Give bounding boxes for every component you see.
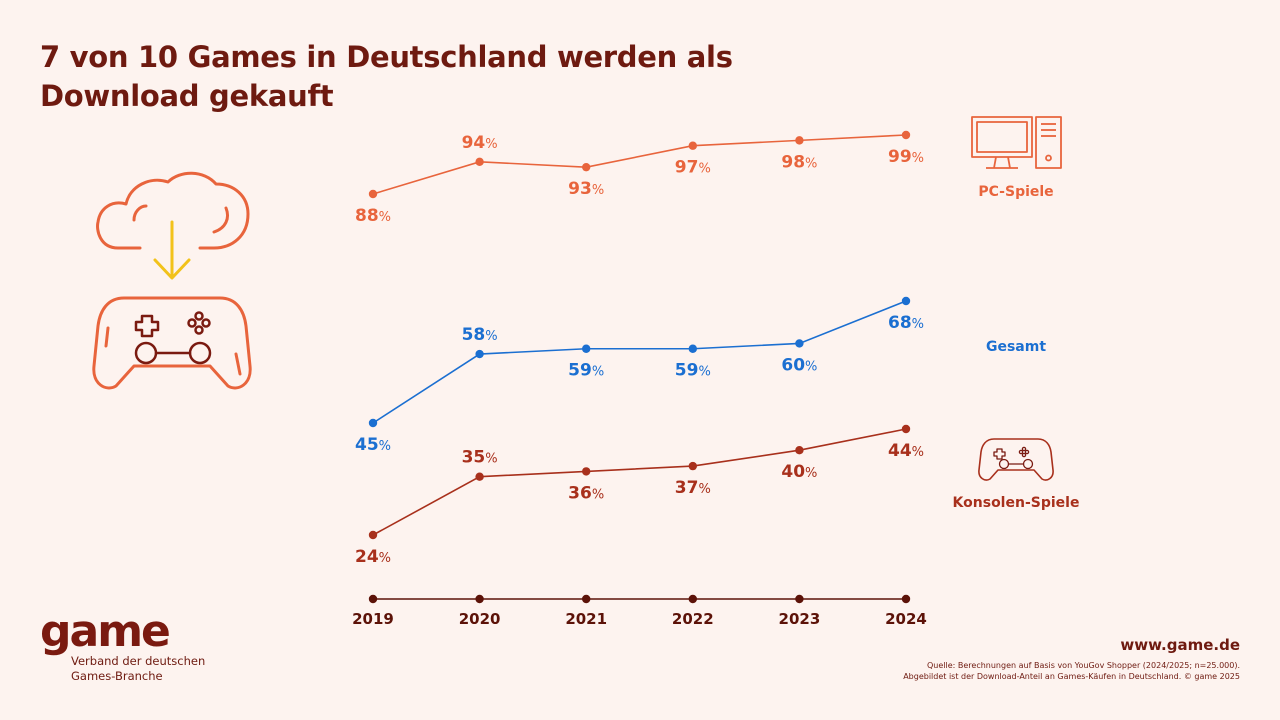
source-line-2: Abgebildet ist der Download-Anteil an Ga… [903, 672, 1240, 681]
data-label: 59% [675, 361, 711, 381]
data-point [368, 530, 378, 540]
data-point [582, 162, 591, 172]
data-label: 45% [355, 435, 391, 455]
x-axis-tick [582, 594, 591, 604]
cloud-download-icon [96, 171, 250, 280]
brand-subtitle-line1: Verband der deutschen [71, 654, 206, 668]
series-line-konsolen-spiele [372, 428, 907, 536]
data-point [688, 461, 697, 471]
x-axis-tick [475, 594, 484, 604]
data-label: 36% [568, 483, 604, 503]
data-point [475, 157, 484, 167]
data-label: 98% [781, 152, 817, 172]
x-tick-label: 2019 [352, 610, 394, 628]
x-axis: 2019 2020 2021 2022 2023 2024 [352, 594, 927, 628]
data-label: 68% [888, 313, 924, 333]
data-label: 88% [355, 206, 391, 226]
source-line-1: Quelle: Berechnungen auf Basis von YouGo… [926, 661, 1240, 670]
x-tick-label: 2024 [885, 610, 927, 628]
data-point [901, 424, 911, 434]
data-point [901, 296, 911, 306]
data-point [795, 446, 804, 455]
data-label: 94% [462, 133, 498, 153]
data-label: 58% [462, 325, 498, 345]
data-label: 40% [781, 462, 817, 482]
data-point [582, 467, 591, 476]
data-label: 37% [675, 478, 711, 498]
data-label: 60% [781, 355, 817, 375]
series-pc-spiele: 88% 94% 93% 97% 98% 99% PC-Spiele [355, 130, 1054, 226]
data-label: 97% [675, 158, 711, 178]
data-point [368, 418, 378, 428]
brand-subtitle-line2: Games-Branche [71, 669, 163, 683]
data-point [688, 344, 697, 353]
data-point [475, 472, 484, 481]
series-konsolen-spiele: 24% 35% 36% 37% 40% 44% Konsolen-Spiele [355, 424, 1080, 567]
pc-icon [971, 116, 1062, 169]
data-label: 93% [568, 179, 604, 199]
brand-block: game Verband der deutschen Games-Branche [40, 608, 205, 684]
x-tick-label: 2020 [459, 610, 501, 628]
x-axis-tick [795, 594, 804, 604]
data-label: 35% [462, 448, 498, 468]
series-name-label: Konsolen-Spiele [953, 495, 1080, 511]
series-gesamt: 45% 58% 59% 59% 60% 68% Gesamt [355, 296, 1046, 455]
data-label: 99% [888, 147, 924, 167]
data-point [901, 130, 911, 140]
x-tick-label: 2022 [672, 610, 714, 628]
website-link[interactable]: www.game.de [1120, 636, 1240, 654]
game-logo: game [40, 606, 171, 657]
small-gamepad-icon [978, 438, 1054, 481]
x-axis-tick [688, 594, 697, 604]
page-title: 7 von 10 Games in Deutschland werden als… [40, 40, 733, 113]
series-name-label: PC-Spiele [978, 184, 1053, 200]
data-point [475, 349, 484, 359]
series-name-label: Gesamt [986, 339, 1046, 355]
series-line-pc-spiele [372, 134, 907, 195]
data-label: 24% [355, 547, 391, 567]
data-point [368, 189, 378, 199]
x-axis-tick [901, 594, 911, 604]
x-axis-tick [368, 594, 378, 604]
data-point [688, 141, 697, 150]
data-label: 44% [888, 441, 924, 461]
source-note: Quelle: Berechnungen auf Basis von YouGo… [903, 660, 1240, 682]
data-point [582, 344, 591, 353]
series-line-gesamt [372, 300, 907, 424]
gamepad-icon [92, 296, 252, 390]
data-point [795, 339, 804, 348]
data-point [795, 136, 804, 145]
x-tick-label: 2023 [779, 610, 821, 628]
data-label: 59% [568, 361, 604, 381]
x-tick-label: 2021 [565, 610, 607, 628]
